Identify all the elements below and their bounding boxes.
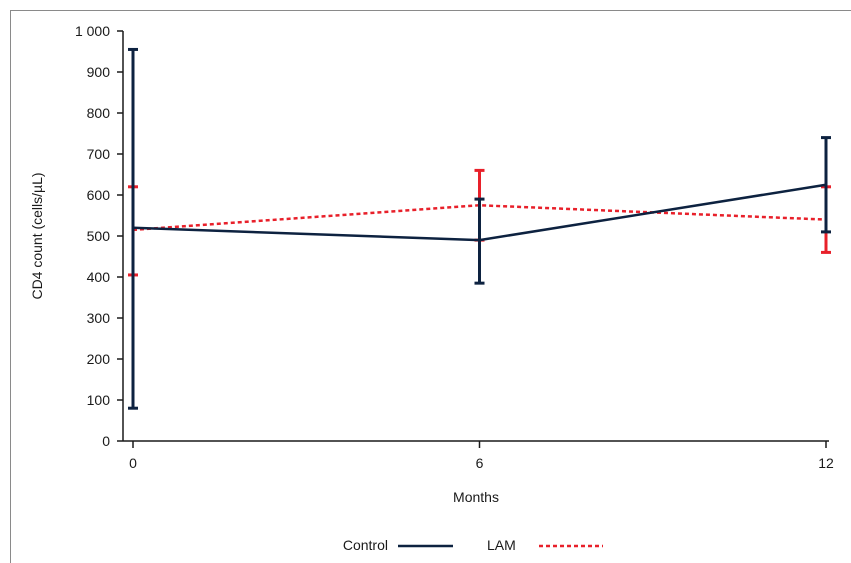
- series-control: [128, 47, 831, 410]
- y-tick-label: 900: [87, 64, 111, 80]
- y-axis-label: CD4 count (cells/µL): [29, 172, 45, 299]
- lam-line: [132, 203, 827, 232]
- x-ticks: 0 6 12: [129, 441, 834, 471]
- y-tick-label: 1 000: [75, 23, 110, 39]
- y-tick-label: 500: [87, 228, 111, 244]
- frame-left-border: [10, 10, 11, 563]
- control-line: [132, 183, 827, 242]
- y-tick-label: 800: [87, 105, 111, 121]
- y-tick-label: 300: [87, 310, 111, 326]
- series-layer: [128, 47, 831, 410]
- y-tick-label: 700: [87, 146, 111, 162]
- legend: Control LAM: [343, 537, 603, 553]
- legend-label-lam: LAM: [487, 537, 516, 553]
- y-tick-label: 400: [87, 269, 111, 285]
- y-tick-label: 0: [102, 433, 110, 449]
- x-tick-label: 0: [129, 455, 137, 471]
- y-ticks: 0 100 200 300 400 500 600 700 800 900 1 000: [75, 23, 123, 449]
- legend-label-control: Control: [343, 537, 388, 553]
- x-tick-label: 6: [476, 455, 484, 471]
- x-tick-label: 12: [818, 455, 834, 471]
- y-tick-label: 600: [87, 187, 111, 203]
- y-tick-label: 200: [87, 351, 111, 367]
- x-axis-label: Months: [453, 489, 499, 505]
- y-tick-label: 100: [87, 392, 111, 408]
- frame-top-border: [10, 10, 851, 11]
- axes: [122, 31, 829, 442]
